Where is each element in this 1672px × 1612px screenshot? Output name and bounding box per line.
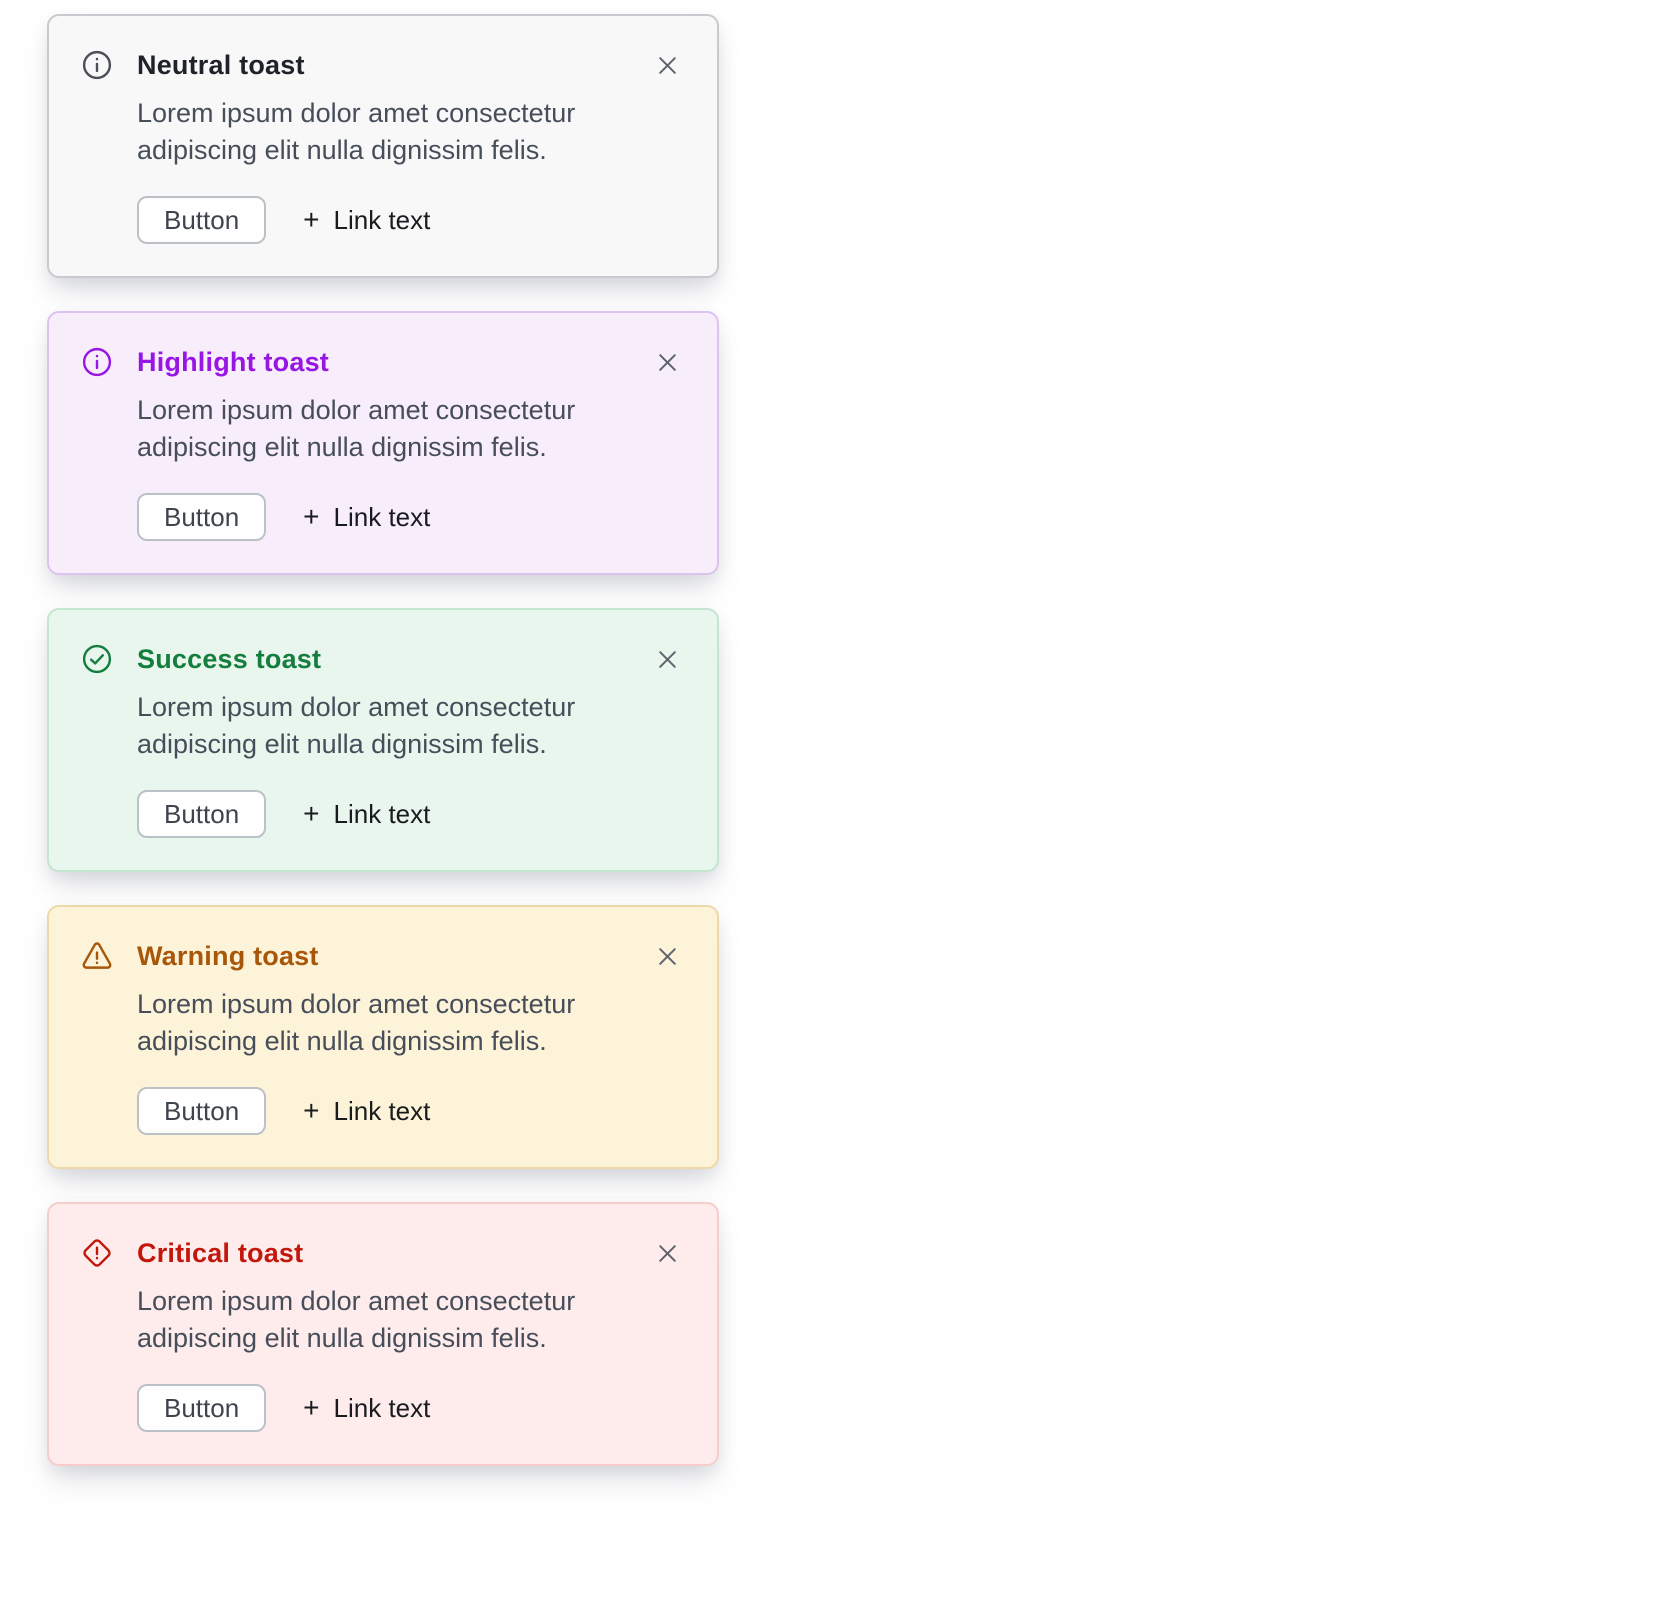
toast-button[interactable]: Button <box>137 493 267 541</box>
toast-body: Lorem ipsum dolor amet consectetur adipi… <box>137 98 576 165</box>
check-circle-icon <box>80 642 114 676</box>
toast-link[interactable]: + Link text <box>303 1393 430 1424</box>
link-label: Link text <box>333 798 431 829</box>
plus-icon: + <box>303 501 320 532</box>
close-icon[interactable] <box>652 347 682 377</box>
link-label: Link text <box>333 1095 431 1126</box>
toast-title: Warning toast <box>137 940 319 971</box>
plus-icon: + <box>303 798 320 829</box>
toast-link[interactable]: + Link text <box>303 205 430 236</box>
toast-neutral: Neutral toast Lorem ipsum dolor amet con… <box>47 14 719 278</box>
close-icon[interactable] <box>652 50 682 80</box>
close-icon[interactable] <box>652 644 682 674</box>
warning-triangle-icon <box>80 939 114 973</box>
toast-title: Highlight toast <box>137 346 329 377</box>
plus-icon: + <box>303 1095 320 1126</box>
info-icon <box>80 48 114 82</box>
link-label: Link text <box>333 1392 431 1423</box>
toast-warning: Warning toast Lorem ipsum dolor amet con… <box>47 905 719 1169</box>
toast-link[interactable]: + Link text <box>303 502 430 533</box>
toast-button[interactable]: Button <box>137 1384 267 1432</box>
toast-button[interactable]: Button <box>137 1087 267 1135</box>
close-icon[interactable] <box>652 941 682 971</box>
plus-icon: + <box>303 1392 320 1423</box>
plus-icon: + <box>303 204 320 235</box>
toast-body: Lorem ipsum dolor amet consectetur adipi… <box>137 1286 576 1353</box>
close-icon[interactable] <box>652 1238 682 1268</box>
toast-stack: Neutral toast Lorem ipsum dolor amet con… <box>47 14 719 1466</box>
toast-body: Lorem ipsum dolor amet consectetur adipi… <box>137 395 576 462</box>
info-icon <box>80 345 114 379</box>
toast-title: Success toast <box>137 643 322 674</box>
toast-link[interactable]: + Link text <box>303 799 430 830</box>
toast-title: Neutral toast <box>137 49 305 80</box>
toast-link[interactable]: + Link text <box>303 1096 430 1127</box>
toast-button[interactable]: Button <box>137 196 267 244</box>
toast-critical: Critical toast Lorem ipsum dolor amet co… <box>47 1202 719 1466</box>
link-label: Link text <box>333 501 431 532</box>
toast-highlight: Highlight toast Lorem ipsum dolor amet c… <box>47 311 719 575</box>
toast-title: Critical toast <box>137 1237 304 1268</box>
link-label: Link text <box>333 204 431 235</box>
alert-diamond-icon <box>80 1236 114 1270</box>
toast-button[interactable]: Button <box>137 790 267 838</box>
toast-body: Lorem ipsum dolor amet consectetur adipi… <box>137 989 576 1056</box>
toast-body: Lorem ipsum dolor amet consectetur adipi… <box>137 692 576 759</box>
toast-success: Success toast Lorem ipsum dolor amet con… <box>47 608 719 872</box>
